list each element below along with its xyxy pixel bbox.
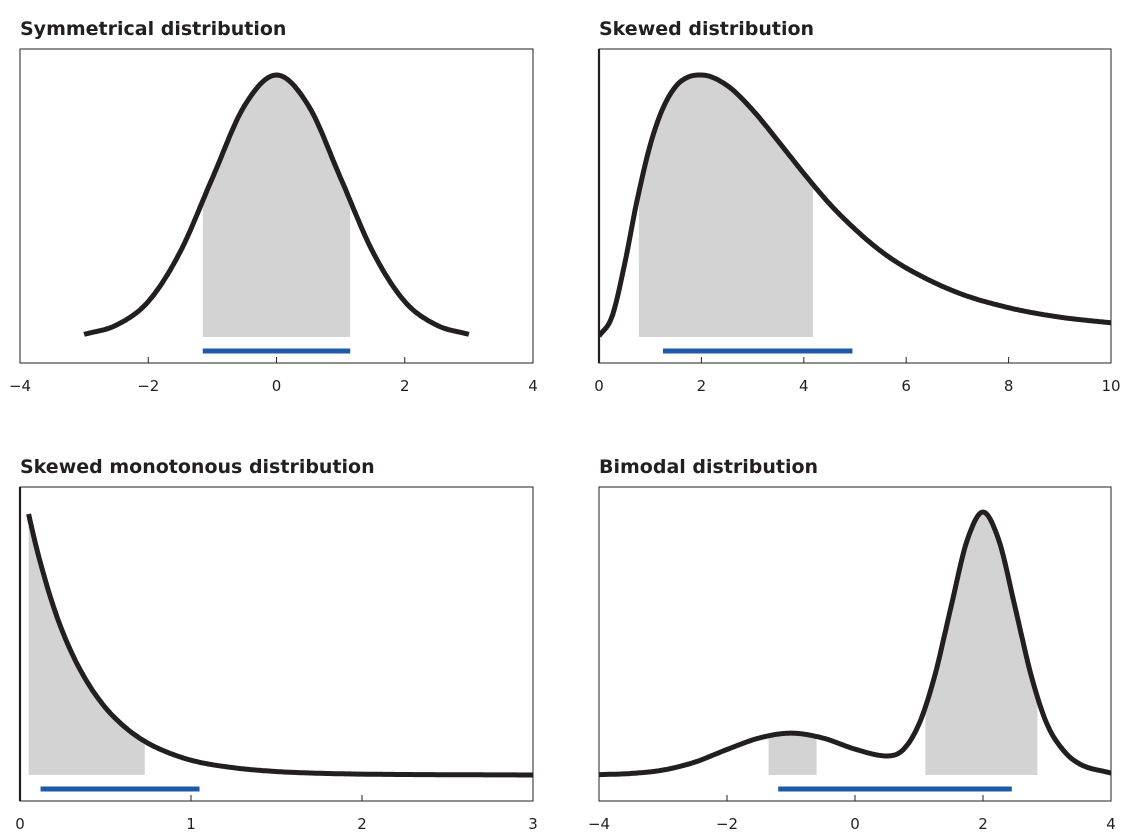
density-curve: [599, 509, 1111, 778]
shaded-region-1: [28, 514, 145, 775]
x-tick-label: 0: [850, 815, 860, 833]
x-tick-label: −4: [588, 815, 610, 833]
x-tick-label: 2: [978, 815, 988, 833]
shaded-region-1: [638, 75, 813, 337]
chart-title-skewed: Skewed distribution: [599, 18, 815, 40]
x-tick-label: 6: [901, 377, 911, 395]
chart-panel-4: −4 −2 0 2 4: [588, 486, 1116, 833]
chart-panel-1: −4 −2 0 2 4: [9, 48, 538, 395]
x-tick-label: −4: [9, 377, 31, 395]
x-tick-label: 3: [528, 815, 538, 833]
density-curve: [599, 72, 1111, 338]
x-tick-label: 8: [1004, 377, 1014, 395]
density-curve: [82, 72, 471, 337]
chart-title-bimodal: Bimodal distribution: [599, 456, 819, 478]
chart-title-skewed-monotonous: Skewed monotonous distribution: [20, 456, 375, 478]
x-tick-label: 0: [15, 815, 25, 833]
x-tick-label: 0: [594, 377, 604, 395]
x-tick-label: 2: [400, 377, 410, 395]
x-tick-label: 10: [1101, 377, 1120, 395]
chart-panel-2: 0 2 4 6 8 10: [594, 48, 1121, 395]
x-tick-label: 4: [799, 377, 809, 395]
x-tick-label: 2: [697, 377, 707, 395]
x-tick-label: −2: [716, 815, 738, 833]
x-tick-label: 2: [357, 815, 367, 833]
x-tick-label: 4: [528, 377, 538, 395]
chart-panel-3: 0 1 2 3: [15, 486, 538, 833]
density-curve: [26, 513, 533, 778]
x-tick-label: 0: [272, 377, 282, 395]
x-tick-label: −2: [137, 377, 159, 395]
shaded-region-2: [925, 512, 1038, 775]
shaded-region-1: [202, 75, 351, 337]
x-tick-label: 4: [1106, 815, 1116, 833]
shaded-region-1: [768, 733, 817, 775]
x-tick-label: 1: [186, 815, 196, 833]
chart-title-symmetrical: Symmetrical distribution: [20, 18, 287, 40]
